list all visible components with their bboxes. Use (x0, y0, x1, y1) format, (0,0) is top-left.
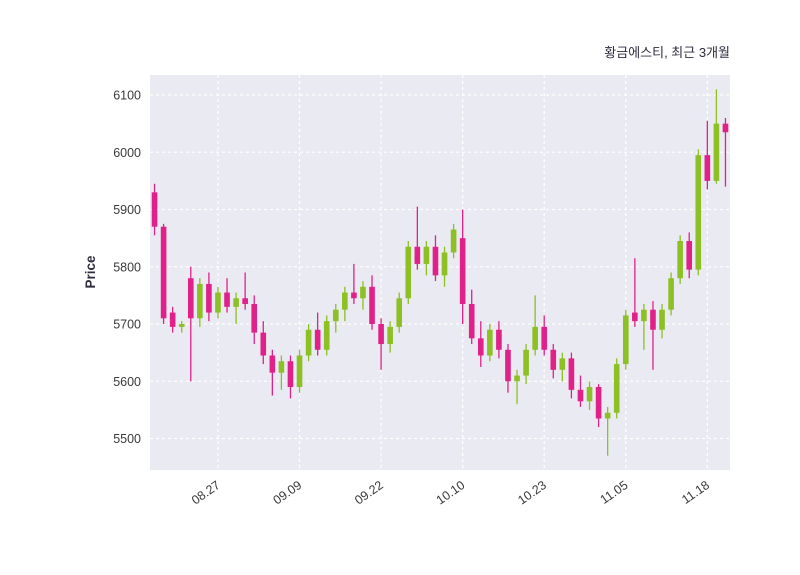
candle-body (695, 155, 702, 270)
y-tick-label: 5700 (113, 318, 141, 332)
candle-body (224, 292, 230, 307)
candle-body (468, 303, 475, 339)
candle-body (187, 278, 194, 319)
candle-body (477, 338, 484, 356)
candle-body (151, 192, 158, 227)
candle-body (432, 246, 439, 276)
candle-body (305, 329, 312, 356)
candle-body (369, 286, 375, 325)
candle-body (197, 283, 203, 319)
candle-body (622, 315, 629, 365)
candle-body (378, 324, 384, 345)
candle-body (604, 412, 611, 419)
candle-body (641, 309, 647, 322)
candle-body (505, 349, 511, 382)
candle-body (206, 283, 212, 313)
candle-body (713, 123, 720, 181)
x-tick-label: 08.27 (189, 478, 223, 507)
candle-body (251, 303, 258, 333)
candle-body (233, 298, 239, 307)
candle-body (496, 329, 502, 350)
candle-body (387, 326, 393, 345)
chart-title: 황금에스티, 최근 3개월 (604, 45, 730, 60)
candle-body (632, 312, 638, 322)
x-tick-label: 10.10 (434, 478, 468, 507)
candle-body (296, 355, 303, 387)
candle-body (550, 349, 557, 370)
candle-body (314, 329, 321, 350)
candle-body (269, 355, 276, 373)
candle-body (169, 312, 176, 327)
candle-body (414, 246, 421, 264)
candle-body (450, 229, 457, 253)
candle-body (613, 364, 620, 413)
y-tick-label: 5900 (113, 203, 141, 217)
candle-body (586, 386, 593, 402)
candle-body (423, 246, 430, 264)
candle-body (704, 155, 711, 181)
x-tick-label: 11.18 (679, 478, 712, 507)
y-tick-label: 5600 (113, 375, 141, 389)
candle-body (568, 358, 575, 390)
candle-body (396, 298, 403, 327)
y-tick-label: 6000 (113, 146, 141, 160)
y-axis-label: Price (83, 255, 98, 289)
candle-body (650, 309, 656, 330)
candle-body (287, 361, 294, 387)
candle-body (514, 375, 520, 382)
y-tick-label: 5500 (113, 432, 141, 446)
candle-body (559, 358, 566, 370)
candle-body (242, 298, 248, 304)
candle-body (459, 238, 466, 304)
y-tick-label: 6100 (113, 89, 141, 103)
candle-body (360, 286, 366, 299)
candle-body (659, 309, 665, 330)
candle-body (441, 252, 448, 276)
candle-body (332, 309, 339, 322)
plot-layer: 5500 5600 5700 5800 5900 6000 6100 08.27 09.09 09… (113, 75, 730, 507)
candle-body (342, 292, 348, 310)
candle-body (541, 326, 548, 350)
candle-body (686, 241, 693, 270)
x-tick-label: 09.09 (271, 478, 305, 507)
candle-body (668, 278, 674, 310)
candle-body (577, 389, 584, 402)
candle-body (351, 292, 357, 299)
candle-body (523, 349, 529, 376)
candle-body (260, 332, 267, 356)
x-tick-label: 10.23 (515, 478, 549, 507)
candle-body (278, 361, 285, 373)
candle-body (160, 226, 167, 319)
x-tick-label: 11.05 (598, 478, 631, 507)
candle-body (323, 321, 330, 350)
y-tick-label: 5800 (113, 260, 141, 274)
candle-body (405, 246, 412, 299)
candle-body (595, 386, 602, 419)
plot-area (150, 75, 730, 470)
x-tick-label: 09.22 (352, 478, 386, 507)
candle-body (215, 292, 221, 313)
candle-body (178, 324, 185, 327)
candle-body (487, 329, 493, 356)
candle-body (677, 241, 683, 279)
candle-body (722, 123, 729, 133)
candle-body (532, 326, 538, 350)
